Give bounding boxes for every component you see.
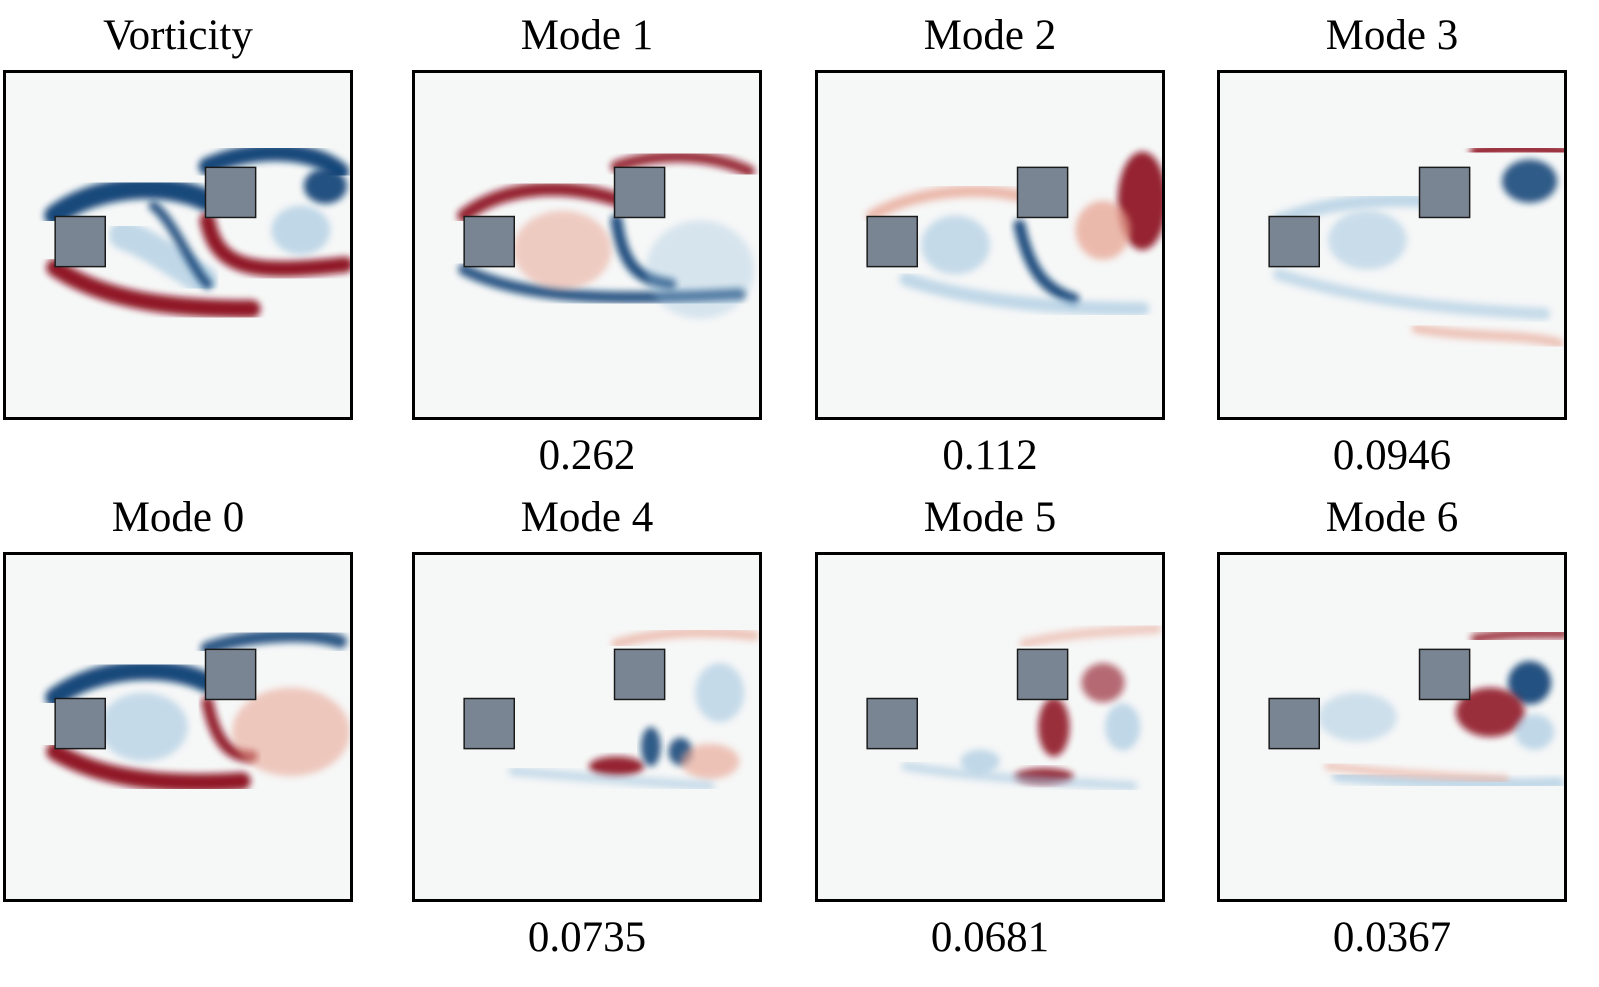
flow-streak [866,185,1026,222]
flow-streak [508,766,715,791]
flow-field-plot [412,70,762,420]
flow-field-canvas [1220,555,1564,899]
obstacle-front [54,215,107,268]
flow-blob [513,210,612,290]
flow-blob [1081,663,1125,703]
obstacle-front [1268,697,1321,750]
flow-blob [921,215,990,275]
panel-title: Mode 0 [111,494,245,541]
flow-field-plot [815,70,1165,420]
flow-blob [960,749,1000,774]
flow-blob [1514,714,1555,750]
mode-energy-value: 0.0681 [930,914,1050,961]
flow-streak [1332,770,1564,791]
flow-field-plot [3,70,353,420]
flow-streak [44,177,219,227]
flow-field-canvas [818,73,1162,417]
flow-blob [1038,697,1070,757]
obstacle-front [54,697,107,750]
obstacle-front [866,697,919,750]
flow-blob [695,663,745,723]
flow-field-plot [1217,70,1567,420]
flow-blob [1318,692,1397,742]
flow-blob [588,756,645,777]
panel-title: Mode 2 [923,12,1057,59]
obstacle-front [1268,215,1321,268]
flow-blob [1502,159,1558,203]
obstacle-front [866,215,919,268]
panel-title: Mode 3 [1325,12,1459,59]
panel-title: Vorticity [103,12,253,59]
flow-streak [901,761,1138,791]
obstacle-rear [613,166,666,219]
flow-streak [46,258,261,318]
flow-blob [680,743,740,780]
flow-streak [610,150,756,178]
obstacle-rear [1016,648,1069,701]
flow-field-canvas [818,555,1162,899]
mode-energy-value: 0.0367 [1332,914,1452,961]
flow-streak [200,628,348,656]
flow-streak [899,272,1150,316]
mode-energy-value: 0.262 [538,432,636,479]
flow-blob [303,168,348,204]
flow-blob [1328,210,1407,270]
flow-streak [1324,762,1509,784]
flow-field-plot [1217,552,1567,902]
obstacle-rear [204,648,257,701]
flow-streak [457,182,629,223]
flow-streak [1013,219,1080,305]
flow-field-plot [815,552,1165,902]
obstacle-front [463,697,516,750]
flow-streak [1019,623,1162,649]
flow-blob [1455,687,1525,737]
flow-blob [1507,661,1552,705]
flow-streak [46,742,251,792]
flow-blob [232,687,350,777]
flow-streak [1411,323,1564,349]
flow-streak [198,143,350,181]
flow-streak [1273,268,1551,320]
flow-field-canvas [6,555,350,899]
mode-energy-value: 0.0946 [1332,432,1452,479]
flow-field-canvas [415,555,759,899]
obstacle-rear [1418,648,1471,701]
panel-title: Mode 4 [520,494,654,541]
flow-streak [45,660,218,708]
flow-field-canvas [1220,73,1564,417]
flow-streak [611,627,759,649]
panel-title: Mode 5 [923,494,1057,541]
flow-blob [271,205,331,255]
obstacle-rear [204,166,257,219]
mode-energy-value: 0.112 [942,432,1038,479]
flow-blob [1075,200,1131,260]
flow-streak [1469,143,1564,158]
flow-streak [148,200,213,290]
flow-blob [645,220,755,319]
flow-streak [199,212,350,277]
flow-blob [99,692,188,762]
panel-title: Mode 6 [1325,494,1459,541]
flow-field-canvas [415,73,759,417]
flow-field-canvas [6,73,350,417]
obstacle-rear [1016,166,1069,219]
flow-streak [1272,193,1429,228]
flow-streak [1470,628,1564,644]
flow-blob [1104,703,1141,751]
obstacle-rear [1418,166,1471,219]
obstacle-front [463,215,516,268]
obstacle-rear [613,648,666,701]
flow-field-plot [412,552,762,902]
mode-energy-value: 0.0735 [527,914,647,961]
flow-blob [641,727,661,767]
panel-title: Mode 1 [520,12,654,59]
flow-field-plot [3,552,353,902]
